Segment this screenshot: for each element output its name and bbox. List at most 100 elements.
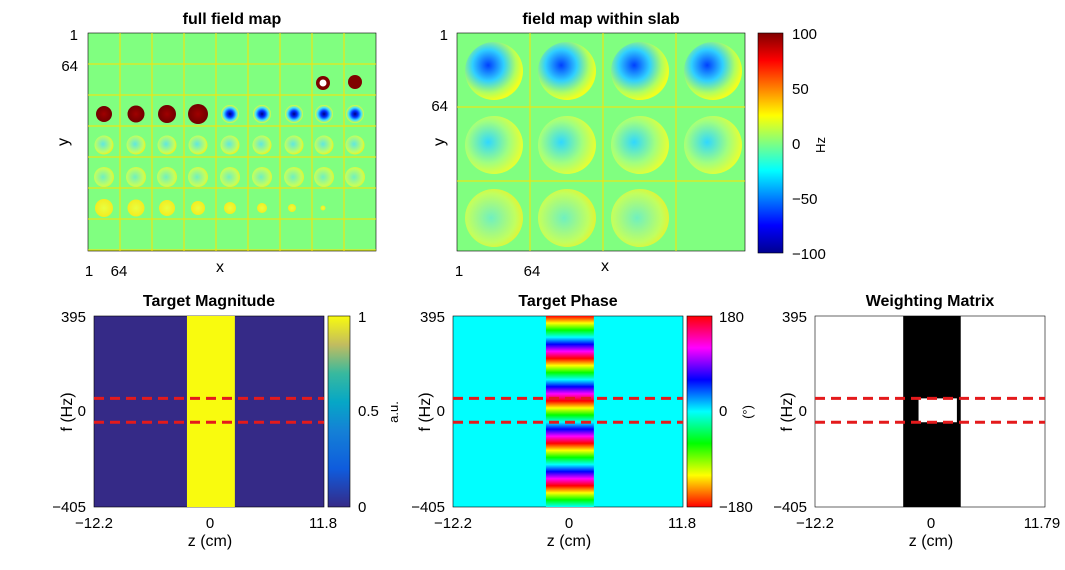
target-phase-ytick-neg405: −405 — [411, 499, 445, 516]
full-map-disk — [252, 135, 272, 155]
target-magnitude-colorbar — [327, 315, 351, 508]
weighting-matrix-ytick-neg405: −405 — [773, 499, 807, 516]
weighting-matrix-ytick-395: 395 — [782, 309, 807, 326]
phase-colorbar-tick-180: 180 — [719, 309, 744, 326]
panel-target-phase: Target Phase 395 0 −405 f (Hz) −12.2 0 1… — [411, 293, 755, 550]
full-map-disk — [126, 167, 146, 187]
full-map-disk — [220, 135, 240, 155]
magnitude-colorbar-tick-05: 0.5 — [358, 403, 379, 420]
target-phase-ytick-395: 395 — [420, 309, 445, 326]
full-map-disk — [126, 135, 146, 155]
full-map-disk — [188, 104, 208, 124]
slab-map-disk — [538, 42, 596, 100]
weighting-matrix-passband — [918, 398, 957, 423]
slab-map-xlabel: x — [601, 258, 609, 275]
magnitude-colorbar-tick-1: 1 — [358, 309, 366, 326]
panel-field-map-within-slab: field map within slab 1 64 y 1 64 x 100 … — [431, 11, 828, 280]
full-map-disk — [314, 135, 334, 155]
full-map-disk — [188, 167, 208, 187]
full-field-map-title: full field map — [183, 11, 282, 28]
full-map-disk — [188, 135, 208, 155]
full-field-map-xtick-64: 64 — [111, 263, 128, 280]
full-map-disk — [315, 105, 333, 123]
weighting-matrix-ylabel: f (Hz) — [779, 392, 796, 431]
target-magnitude-band — [186, 316, 235, 507]
target-phase-xlabel: z (cm) — [547, 533, 591, 550]
target-magnitude-ytick-0: 0 — [78, 403, 86, 420]
weighting-matrix-xtick-11: 11.79 — [1024, 515, 1060, 532]
target-magnitude-xtick-neg12: −12.2 — [75, 515, 113, 532]
target-phase-colorbar — [686, 315, 713, 508]
full-map-disk — [257, 203, 267, 213]
slab-map-disk — [611, 116, 669, 174]
magnitude-colorbar-label: a.u. — [386, 401, 401, 423]
slab-map-disk — [538, 189, 596, 247]
slab-map-disk — [465, 189, 523, 247]
full-map-disk — [94, 167, 114, 187]
target-magnitude-ytick-395: 395 — [61, 309, 86, 326]
target-magnitude-xlabel: z (cm) — [188, 533, 232, 550]
full-map-disk — [157, 135, 177, 155]
weighting-matrix-xtick-neg12: −12.2 — [796, 515, 834, 532]
slab-map-disk — [611, 42, 669, 100]
phase-colorbar-label: (°) — [740, 405, 755, 419]
slab-map-objects — [465, 42, 742, 247]
full-map-disk — [158, 105, 176, 123]
slab-map-disk — [538, 116, 596, 174]
full-map-disk — [157, 167, 177, 187]
slab-colorbar-tick-0: 0 — [792, 136, 800, 153]
slab-map-ytick-1: 1 — [440, 27, 448, 44]
target-phase-xtick-0: 0 — [565, 515, 573, 532]
full-field-map-xtick-1: 1 — [85, 263, 93, 280]
full-map-disk — [224, 202, 236, 214]
full-field-map-gridlines — [88, 33, 376, 251]
full-map-disk — [94, 135, 114, 155]
slab-colorbar-tick-50: 50 — [792, 81, 809, 98]
full-map-disk — [285, 105, 303, 123]
slab-map-title: field map within slab — [522, 11, 680, 28]
weighting-matrix-title: Weighting Matrix — [866, 293, 995, 310]
slab-colorbar-label: Hz — [813, 137, 828, 153]
full-map-disk-core — [319, 79, 327, 87]
full-field-map-ylabel: y — [55, 138, 72, 146]
phase-colorbar-tick-neg180: −180 — [719, 499, 753, 516]
weighting-matrix-xlabel: z (cm) — [909, 533, 953, 550]
full-map-disk — [95, 199, 113, 217]
full-map-disk — [252, 167, 272, 187]
full-map-disk — [345, 135, 365, 155]
phase-colorbar-tick-0: 0 — [719, 403, 727, 420]
full-map-disk — [220, 167, 240, 187]
full-map-disk — [96, 106, 112, 122]
target-phase-xtick-neg12: −12.2 — [434, 515, 472, 532]
slab-colorbar-tick-neg50: −50 — [792, 191, 817, 208]
full-field-map-ytick-1: 1 — [70, 27, 78, 44]
slab-map-disk — [684, 116, 742, 174]
weighting-matrix-ytick-0: 0 — [799, 403, 807, 420]
target-phase-title: Target Phase — [518, 293, 617, 310]
full-map-disk — [127, 199, 145, 217]
target-magnitude-xtick-0: 0 — [206, 515, 214, 532]
target-phase-ylabel: f (Hz) — [417, 392, 434, 431]
target-magnitude-title: Target Magnitude — [143, 293, 275, 310]
target-magnitude-ytick-neg405: −405 — [52, 499, 86, 516]
panel-target-magnitude: Target Magnitude 395 0 −405 f (Hz) −12.2… — [52, 293, 401, 550]
target-magnitude-xtick-11: 11.8 — [309, 515, 337, 532]
full-map-disk — [345, 167, 365, 187]
full-map-disk — [284, 167, 304, 187]
phase-band-fill — [545, 316, 594, 507]
slab-map-disk — [465, 116, 523, 174]
full-map-disk — [284, 135, 304, 155]
full-map-disk — [314, 167, 334, 187]
full-map-disk — [191, 201, 205, 215]
full-map-disk — [221, 105, 239, 123]
slab-map-ylabel: y — [431, 138, 448, 146]
weighting-matrix-xtick-0: 0 — [927, 515, 935, 532]
slab-colorbar-tick-neg100: −100 — [792, 246, 826, 263]
slab-map-gridlines — [457, 33, 745, 251]
full-map-disk — [288, 204, 296, 212]
full-map-disk — [127, 105, 145, 123]
target-phase-ytick-0: 0 — [437, 403, 445, 420]
target-phase-xtick-11: 11.8 — [668, 515, 696, 532]
target-magnitude-ylabel: f (Hz) — [59, 392, 76, 431]
